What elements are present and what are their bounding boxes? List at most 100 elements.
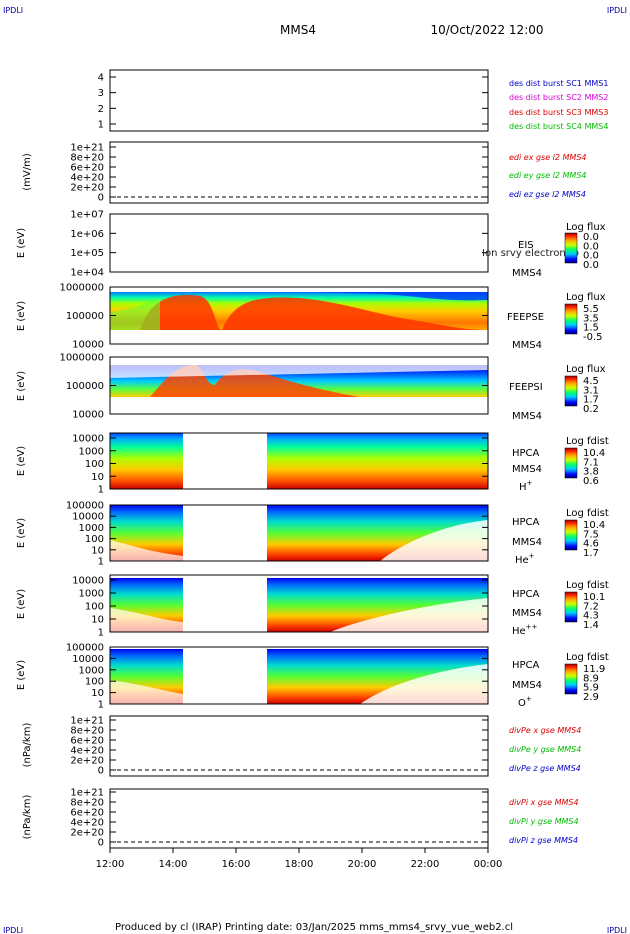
y-tick-label: 100 [85, 459, 104, 470]
colorbar-value: 3.8 [583, 467, 599, 478]
intensity-region [110, 298, 160, 330]
y-tick-label: 100000 [66, 381, 104, 392]
y-tick-label: 10000 [72, 654, 104, 665]
colorbar [564, 375, 578, 407]
colorbar-value: 2.9 [583, 692, 599, 703]
colorbar-title: Log fdist [566, 652, 609, 663]
colorbar [564, 447, 578, 479]
legend-entry: des dist burst SC3 MMS3 [509, 108, 608, 117]
legend-entry: des dist burst SC1 MMS1 [509, 79, 608, 88]
y-tick-label: 6e+20 [70, 163, 104, 174]
colorbar-value: 5.9 [583, 683, 599, 694]
instrument-label: HPCA [512, 589, 540, 600]
y-axis-label: E (eV) [16, 371, 27, 401]
spacecraft-title: MMS4 [280, 23, 316, 37]
colorbar-value: 3.5 [583, 313, 599, 324]
panel-eis-spectrogram: 1e+07 1e+06 1e+05 1e+04 E (eV) EIS MMS4 Ion… [16, 210, 606, 280]
instrument-label: HPCA [512, 448, 540, 459]
y-tick-label: 0 [98, 838, 104, 849]
y-tick-label: 100 [85, 534, 104, 545]
corner-label-top-right: IPDLI [607, 6, 627, 15]
sparse-region [360, 664, 488, 704]
colorbar-title: Log fdist [566, 580, 609, 591]
legend-entry: divPe z gse MMS4 [509, 764, 581, 773]
y-tick-label: 1000 [79, 589, 104, 600]
colorbar-title: Log fdist [566, 508, 609, 519]
colorbar [564, 303, 578, 335]
instrument-label: HPCA [512, 660, 540, 671]
colorbar [564, 232, 578, 264]
sparse-region [380, 520, 488, 561]
spacecraft-label: MMS4 [512, 680, 542, 691]
panel-frame [109, 788, 489, 849]
corner-label-bottom-right: IPDLI [607, 926, 627, 934]
y-tick-label: 4 [98, 73, 104, 84]
y-tick-label: 10 [91, 545, 104, 556]
y-tick-label: 100000 [66, 501, 104, 512]
corner-label-bottom-left: IPDLI [3, 926, 23, 934]
y-tick-label: 10000 [72, 434, 104, 445]
spacecraft-label: MMS4 [512, 464, 542, 475]
species-label: He++ [512, 623, 538, 637]
y-tick-label: 10000 [72, 410, 104, 421]
legend: des dist burst SC1 MMS1 des dist burst S… [509, 79, 608, 131]
intensity-region [110, 292, 488, 301]
panel-des-dist-burst: 4 3 2 1 des dist burst SC1 MMS1 des dist bu… [98, 69, 608, 132]
y-axis-label: (mV/m) [22, 153, 33, 191]
colorbar-value: 4.6 [583, 539, 599, 550]
y-tick-label: 1000000 [59, 283, 104, 294]
legend-entry: divPi x gse MMS4 [509, 798, 579, 807]
y-tick-label: 8e+20 [70, 726, 104, 737]
colorbar-value: 5.5 [583, 304, 599, 315]
y-axis-label: E (eV) [16, 518, 27, 548]
panel-frame [109, 646, 489, 705]
colorbar [564, 591, 578, 623]
colorbar-title: Log fdist [566, 436, 609, 447]
spacecraft-label: MMS4 [512, 411, 542, 422]
panel-feeps-ion-spectrogram: 1000000 100000 10000 E (eV) FEEPSI MMS4 Lo… [16, 353, 606, 423]
instrument-label: HPCA [512, 517, 540, 528]
y-tick-label: 10 [91, 472, 104, 483]
species-charge: ++ [526, 623, 538, 631]
intensity-region [110, 365, 488, 378]
y-tick-label: 6e+20 [70, 808, 104, 819]
spacecraft-label: MMS4 [512, 268, 542, 279]
species-symbol: He [512, 626, 526, 637]
spacecraft-label: MMS4 [512, 340, 542, 351]
colorbar-value: 7.2 [583, 601, 599, 612]
panel-frame [109, 69, 489, 132]
y-tick-label: 100000 [66, 311, 104, 322]
y-tick-label: 1000 [79, 665, 104, 676]
y-tick-label: 2e+20 [70, 756, 104, 767]
y-tick-label: 1e+05 [70, 248, 104, 259]
colorbar-value: 1.7 [583, 548, 599, 559]
sparse-region [110, 540, 183, 561]
y-tick-label: 0 [98, 766, 104, 777]
species-charge: + [526, 695, 532, 703]
y-tick-label: 2e+20 [70, 828, 104, 839]
y-tick-label: 0 [98, 193, 104, 204]
colorbar [564, 663, 578, 695]
panel-frame [109, 574, 489, 633]
corner-label-top-left: IPDLI [3, 6, 23, 15]
x-tick-label: 22:00 [411, 859, 440, 870]
panel-frame [109, 432, 489, 490]
colorbar-title: Log flux [566, 364, 606, 375]
y-tick-label: 8e+20 [70, 798, 104, 809]
x-tick-label: 20:00 [348, 859, 377, 870]
colorbar-value: 0.2 [583, 404, 599, 415]
spectrogram-fill [267, 433, 488, 489]
instrument-label: FEEPSI [509, 382, 543, 393]
legend-entry: divPi y gse MMS4 [509, 817, 579, 826]
y-axis-label: E (eV) [16, 301, 27, 331]
instrument-label: FEEPSE [507, 312, 544, 323]
legend-entry: edi ey gse l2 MMS4 [509, 171, 587, 180]
y-tick-label: 4e+20 [70, 173, 104, 184]
y-tick-label: 1 [98, 120, 104, 131]
colorbar-value: 7.1 [583, 457, 599, 468]
x-tick-label: 12:00 [96, 859, 125, 870]
y-tick-label: 1e+21 [70, 143, 104, 154]
